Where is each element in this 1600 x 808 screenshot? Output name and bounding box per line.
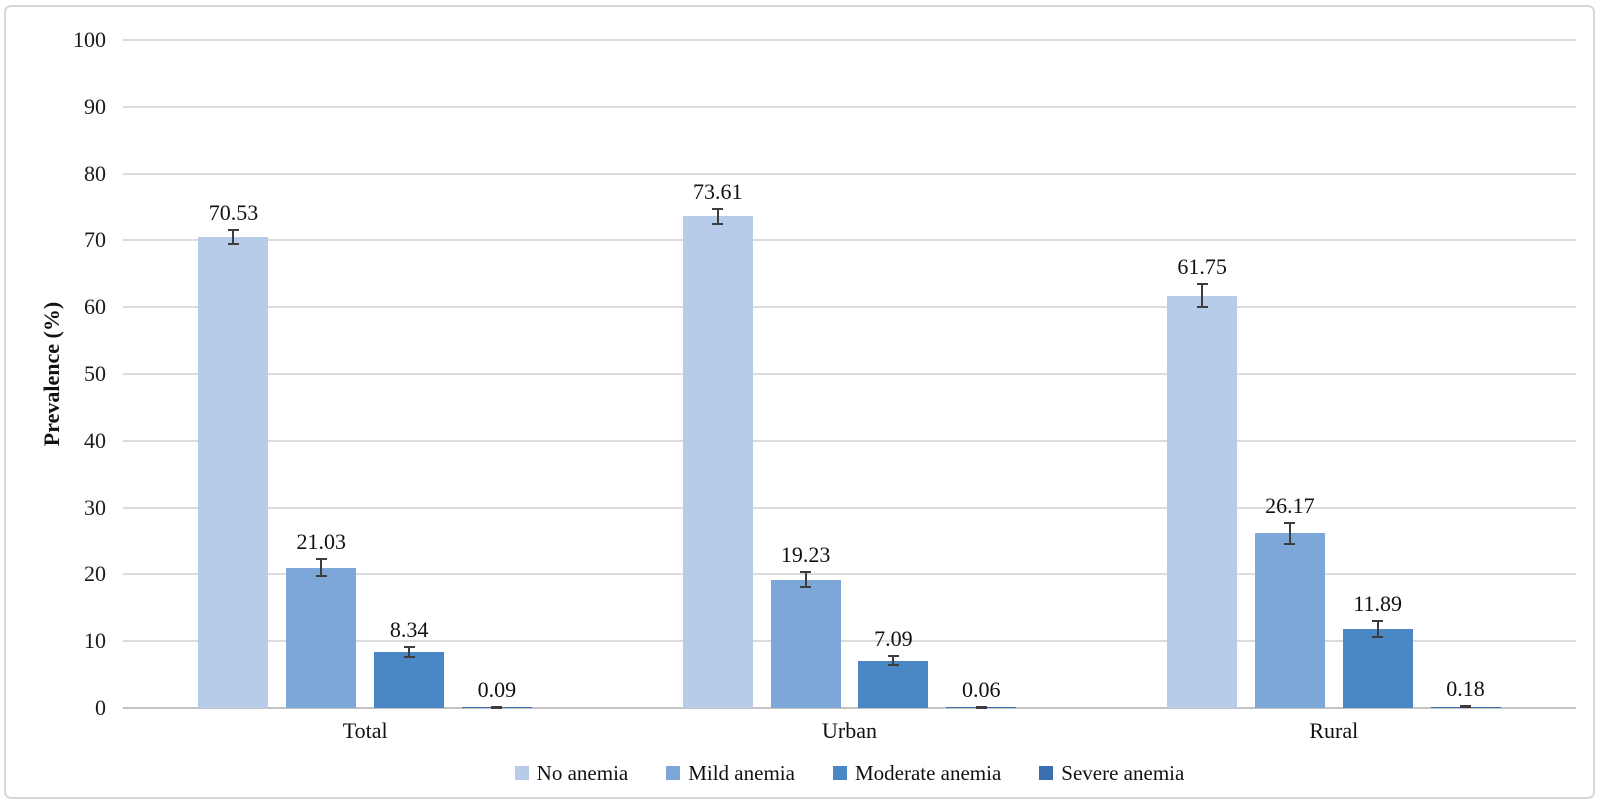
- bar: [770, 579, 841, 708]
- gridline: [123, 573, 1576, 576]
- legend-label: No anemia: [536, 760, 629, 785]
- y-tick-label: 80: [84, 160, 106, 186]
- value-label: 70.53: [208, 200, 259, 226]
- bar: [858, 660, 929, 708]
- category-label: Urban: [822, 718, 877, 743]
- error-bar-line: [1201, 283, 1204, 308]
- error-bar-cap: [712, 207, 724, 210]
- category-label: Total: [342, 718, 388, 743]
- legend-swatch-icon: [832, 766, 847, 780]
- figure-border: Prevalence (%) 0 10 20 30 40 50 60 70 80 90 100 70.…: [4, 5, 1595, 799]
- error-bar-cap: [227, 242, 239, 245]
- error-bar-line: [232, 230, 235, 244]
- value-label: 21.03: [296, 529, 347, 555]
- y-tick-label: 50: [84, 361, 106, 386]
- legend-item: Severe anemia: [1039, 761, 1184, 786]
- value-label: 11.89: [1353, 590, 1403, 616]
- error-bar-cap: [887, 663, 899, 666]
- gridline: [123, 306, 1576, 309]
- error-bar-cap: [712, 222, 724, 225]
- bar: [286, 567, 357, 708]
- value-label: 0.18: [1446, 676, 1485, 702]
- error-bar-cap: [1196, 282, 1208, 285]
- legend-item: Moderate anemia: [832, 760, 1002, 786]
- legend-item: Mild anemia: [666, 761, 795, 786]
- y-tick-label: 0: [95, 695, 106, 720]
- error-bar-line: [320, 559, 323, 576]
- value-label: 61.75: [1177, 253, 1227, 279]
- error-bar-cap: [1460, 706, 1472, 709]
- value-label: 73.61: [693, 178, 743, 204]
- y-tick-label: 40: [84, 427, 106, 453]
- error-bar-cap: [1460, 705, 1472, 708]
- y-tick-label: 100: [73, 27, 106, 52]
- bar: [1167, 295, 1238, 708]
- value-label: 0.06: [961, 677, 1001, 703]
- error-bar-cap: [315, 574, 327, 577]
- y-tick-label: 20: [84, 561, 106, 587]
- bar: [1342, 628, 1413, 708]
- gridline: [123, 172, 1576, 175]
- legend: No anemia Mild anemia Moderate anemia Sever…: [123, 759, 1576, 787]
- value-label: 7.09: [874, 626, 913, 652]
- y-tick-label: 10: [84, 628, 106, 654]
- error-bar-cap: [800, 585, 812, 588]
- legend-swatch-icon: [666, 766, 681, 780]
- error-bar-cap: [491, 706, 503, 709]
- gridline: [123, 640, 1576, 643]
- error-bar-cap: [403, 656, 415, 659]
- error-bar-cap: [1284, 542, 1296, 545]
- y-tick-label: 90: [84, 93, 106, 119]
- error-bar-cap: [227, 229, 239, 232]
- error-bar-line: [408, 647, 411, 658]
- y-tick-label: 60: [84, 294, 106, 320]
- y-tick-label: 30: [84, 494, 106, 520]
- error-bar-line: [804, 572, 807, 587]
- error-bar-cap: [315, 558, 327, 561]
- category-label: Rural: [1309, 718, 1359, 743]
- y-tick-label: 70: [84, 227, 106, 253]
- error-bar-cap: [1196, 306, 1208, 309]
- value-label: 0.09: [477, 676, 517, 702]
- error-bar-line: [1288, 522, 1291, 544]
- bar: [1254, 533, 1325, 708]
- legend-label: Severe anemia: [1061, 760, 1185, 785]
- error-bar-cap: [975, 706, 987, 709]
- bar: [198, 236, 269, 708]
- anemia-prevalence-chart: Prevalence (%) 0 10 20 30 40 50 60 70 80 90 100 70.…: [6, 7, 1593, 797]
- legend-swatch-icon: [514, 766, 529, 780]
- legend-swatch-icon: [1039, 766, 1054, 780]
- legend-label: Mild anemia: [688, 760, 795, 785]
- gridline: [123, 39, 1576, 41]
- value-label: 19.23: [780, 542, 831, 568]
- gridline: [123, 506, 1576, 509]
- error-bar-cap: [1372, 619, 1384, 622]
- gridline: [123, 373, 1576, 375]
- error-bar-cap: [800, 571, 812, 574]
- gridline: [123, 239, 1576, 242]
- legend-item: No anemia: [514, 760, 629, 786]
- bar: [374, 652, 445, 708]
- legend-label: Moderate anemia: [854, 760, 1002, 785]
- x-axis-line: [123, 707, 1576, 709]
- error-bar-line: [716, 208, 719, 224]
- error-bar-cap: [1284, 521, 1296, 524]
- gridline: [123, 439, 1576, 442]
- value-label: 8.34: [389, 617, 429, 643]
- error-bar-cap: [403, 646, 415, 649]
- value-label: 26.17: [1265, 492, 1315, 518]
- gridline: [123, 105, 1576, 108]
- error-bar-cap: [887, 655, 899, 658]
- error-bar-line: [892, 656, 895, 665]
- error-bar-line: [1376, 620, 1379, 637]
- bar: [682, 216, 753, 708]
- error-bar-cap: [1372, 635, 1384, 638]
